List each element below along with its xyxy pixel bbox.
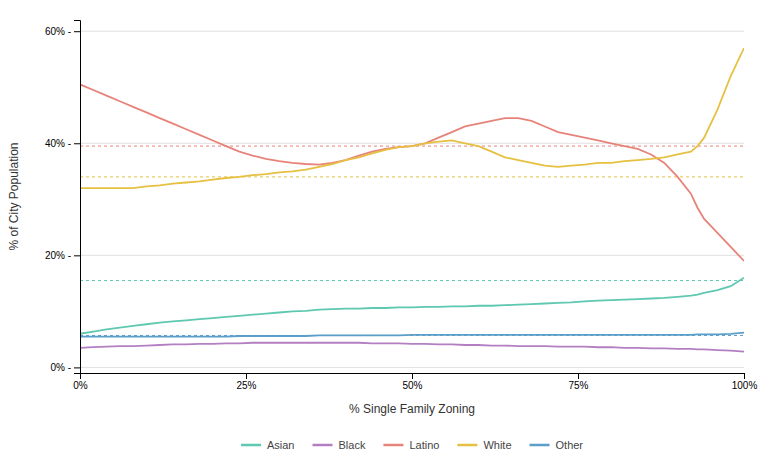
legend-swatch — [241, 444, 261, 447]
y-tick-label: 0% - — [50, 362, 71, 373]
x-tick: 75% — [568, 373, 588, 391]
y-tick-mark — [74, 367, 80, 368]
y-tick-label: 20% - — [45, 250, 71, 261]
y-axis-title: % of City Population — [7, 142, 21, 250]
x-tick: 100% — [732, 373, 758, 391]
x-tick-mark — [744, 373, 745, 379]
grid-line — [80, 255, 744, 256]
y-tick: 0% - — [50, 362, 80, 373]
legend-swatch — [313, 444, 333, 447]
x-tick-mark — [578, 373, 579, 379]
grid — [80, 31, 744, 367]
x-axis-line — [81, 374, 745, 380]
legend-item: Other — [530, 439, 584, 451]
y-tick: 60% - — [45, 26, 80, 37]
series-line — [80, 343, 744, 352]
y-tick: 20% - — [45, 250, 80, 261]
series-line — [80, 48, 744, 188]
legend-label: Black — [339, 439, 366, 451]
chart: 0% 25% 50% 75% 100% 0% - 20% - 40% - 60% - % Sing… — [0, 0, 768, 473]
x-tick-label: 100% — [732, 380, 758, 391]
legend-label: Latino — [409, 439, 439, 451]
data-layer — [80, 48, 744, 352]
legend-swatch — [383, 444, 403, 447]
series-line — [80, 84, 744, 261]
legend: Asian Black Latino White Other — [241, 439, 583, 451]
x-axis: 0% 25% 50% 75% 100% — [73, 373, 757, 391]
grid-line — [80, 143, 744, 144]
y-tick-label: 40% - — [45, 138, 71, 149]
x-tick-label: 25% — [236, 380, 256, 391]
y-tick-label: 60% - — [45, 26, 71, 37]
y-tick-mark — [74, 143, 80, 144]
y-tick-mark — [74, 31, 80, 32]
reference-line — [80, 280, 744, 281]
plot-area: 0% 25% 50% 75% 100% 0% - 20% - 40% - 60% - — [45, 21, 758, 392]
x-tick-label: 75% — [568, 380, 588, 391]
legend-item: Asian — [241, 439, 295, 451]
grid-line — [80, 31, 744, 32]
legend-swatch — [530, 444, 550, 447]
x-tick-mark — [412, 373, 413, 379]
y-axis: 0% - 20% - 40% - 60% - — [45, 21, 81, 374]
legend-item: Black — [313, 439, 366, 451]
x-axis-title: % Single Family Zoning — [349, 402, 475, 416]
legend-label: Other — [556, 439, 584, 451]
y-axis-line — [74, 21, 81, 374]
legend-label: White — [483, 439, 511, 451]
x-tick-label: 0% — [73, 380, 88, 391]
series-line — [80, 333, 744, 337]
reference-line — [80, 176, 744, 177]
legend-label: Asian — [267, 439, 295, 451]
x-tick-label: 50% — [402, 380, 422, 391]
x-tick: 0% — [73, 373, 88, 391]
x-tick: 25% — [236, 373, 256, 391]
grid-line — [80, 367, 744, 368]
legend-item: Latino — [383, 439, 439, 451]
legend-item: White — [457, 439, 511, 451]
x-tick-mark — [246, 373, 247, 379]
y-tick-mark — [74, 255, 80, 256]
legend-swatch — [457, 444, 477, 447]
series-line — [80, 278, 744, 334]
y-tick: 40% - — [45, 138, 80, 149]
x-tick: 50% — [402, 373, 422, 391]
